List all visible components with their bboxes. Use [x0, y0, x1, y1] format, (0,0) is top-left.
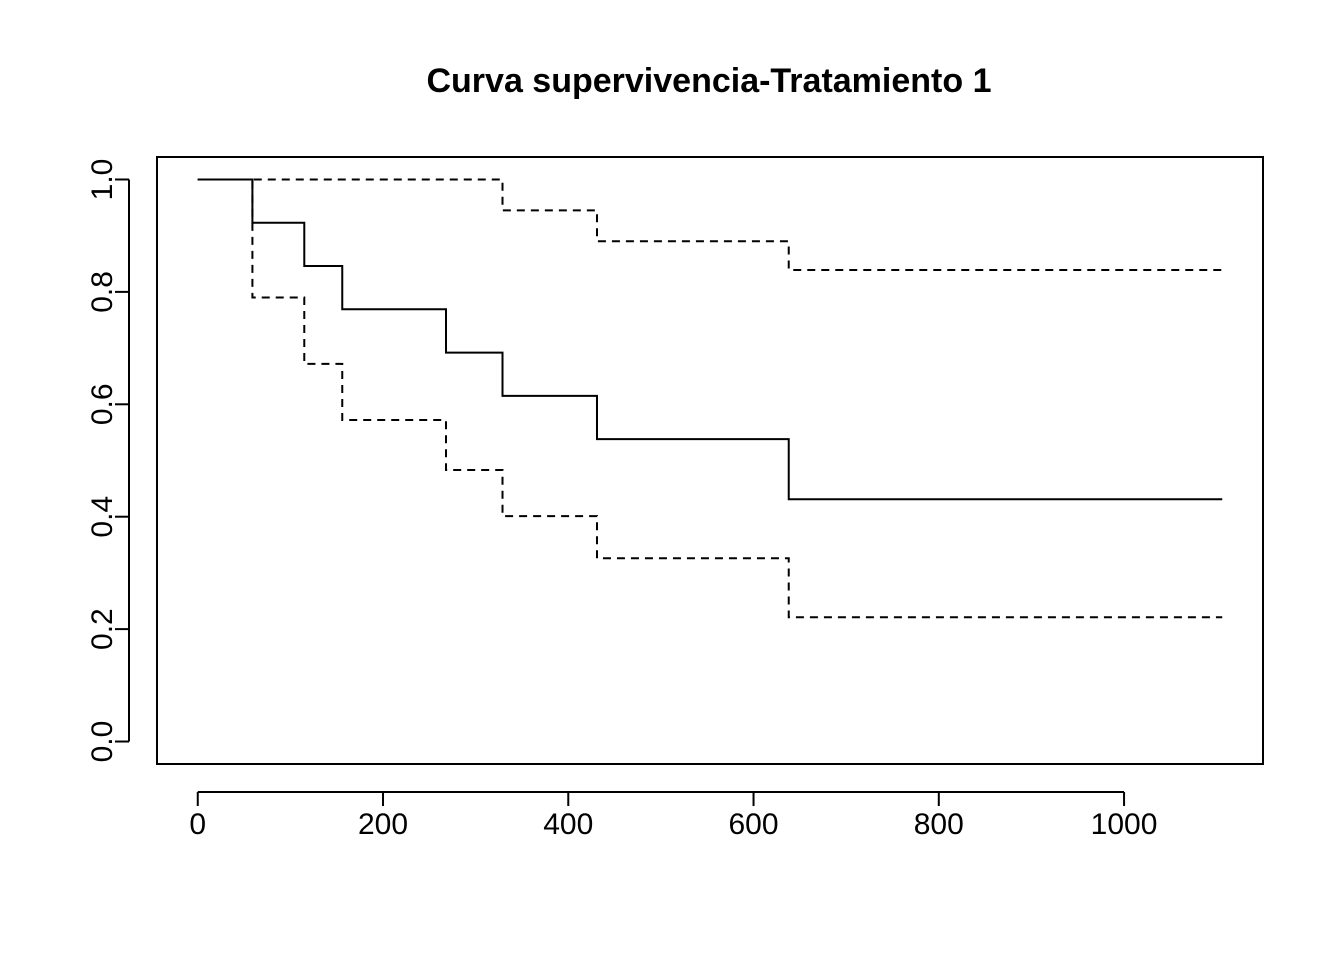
y-tick-label: 0.8	[86, 271, 119, 313]
x-tick-label: 800	[914, 808, 964, 841]
plot-area-frame	[156, 156, 1264, 765]
upper-ci-line	[197, 178, 1223, 271]
series-layer	[197, 178, 1223, 619]
x-tick-label: 400	[543, 808, 593, 841]
x-tick-label: 0	[189, 808, 206, 841]
x-tick-label: 600	[729, 808, 779, 841]
y-axis: 0.0 0.2 0.4 0.6 0.8 1.0	[86, 159, 130, 763]
y-tick-label: 0.0	[86, 721, 119, 763]
survival-estimate-line	[197, 178, 1223, 501]
lower-ci-line	[197, 178, 1223, 619]
y-tick-label: 0.4	[86, 496, 119, 538]
chart-title: Curva supervivencia-Tratamiento 1	[426, 62, 991, 100]
x-tick-label: 200	[358, 808, 408, 841]
y-tick-label: 1.0	[86, 159, 119, 201]
x-axis: 0 200 400 600 800 1000	[189, 791, 1158, 841]
y-tick-label: 0.2	[86, 608, 119, 650]
x-tick-label: 1000	[1091, 808, 1158, 841]
y-tick-label: 0.6	[86, 383, 119, 425]
